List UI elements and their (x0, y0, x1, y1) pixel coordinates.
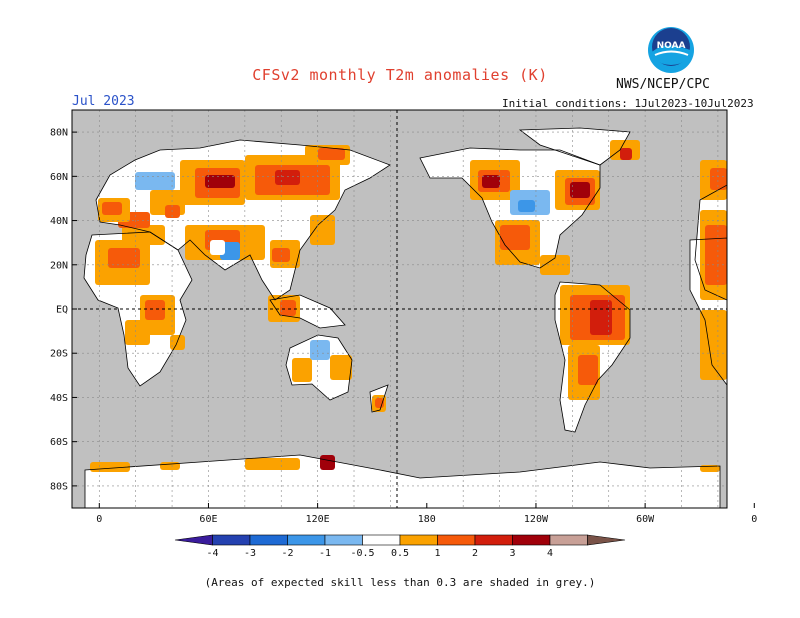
anomaly-patch (578, 355, 598, 385)
anomaly-layer (90, 140, 727, 472)
anomaly-patch (170, 335, 185, 350)
colorbar-swatch (249, 534, 288, 546)
coastline-greenland (518, 127, 631, 166)
colorbar-label: 2 (472, 548, 478, 559)
longitude-label: 120W (524, 514, 549, 525)
anomaly-patch (145, 300, 165, 320)
anomaly-patch (620, 148, 632, 160)
anomaly-patch (500, 225, 530, 250)
colorbar-swatch (549, 534, 588, 546)
initial-conditions-label: Initial conditions: 1Jul2023-10Jul2023 (502, 97, 754, 110)
colorbar-swatch (399, 534, 438, 546)
anomaly-patch (205, 175, 235, 188)
anomaly-patch (700, 310, 727, 380)
colorbar: -4 -3 -2 -1 -0.5 0.5 1 2 3 4 (174, 534, 626, 559)
anomaly-patch (150, 175, 170, 185)
longitude-label: 60E (199, 514, 217, 525)
longitude-label: 0 (751, 514, 757, 525)
anomaly-patch (102, 202, 122, 215)
colorbar-label: 4 (547, 548, 553, 559)
colorbar-label: -0.5 (350, 548, 374, 559)
colorbar-label: -1 (319, 548, 331, 559)
colorbar-label: 3 (509, 548, 515, 559)
anomaly-patch (122, 225, 165, 245)
colorbar-swatch (212, 534, 251, 546)
longitude-label: 120E (306, 514, 330, 525)
coastline-south-america (554, 281, 631, 433)
anomaly-patch (275, 170, 300, 185)
latitude-labels: 80N 60N 40N 20N EQ 20S 40S 60S 80S (50, 128, 77, 492)
longitude-label: 180 (418, 514, 436, 525)
latitude-label: 20N (50, 260, 68, 271)
latitude-label: 40S (50, 393, 68, 404)
anomaly-patch (570, 182, 590, 198)
latitude-label: EQ (56, 305, 68, 316)
colorbar-arrow-low (174, 534, 213, 546)
anomaly-patch (310, 215, 335, 245)
longitude-labels: 0 60E 120E 180 120W 60W 0 (96, 503, 757, 525)
anomaly-patch (318, 148, 345, 160)
anomaly-patch (710, 168, 727, 190)
colorbar-label: -4 (206, 548, 218, 559)
anomaly-patch (108, 248, 140, 268)
anomaly-patch (210, 240, 225, 255)
colorbar-arrow-high (587, 534, 626, 546)
anomaly-patch (245, 458, 300, 470)
anomaly-patch (705, 225, 727, 285)
landmass-australia (286, 335, 352, 400)
noaa-logo-text: NOAA (657, 41, 686, 51)
longitude-label: 60W (636, 514, 655, 525)
skill-note: (Areas of expected skill less than 0.3 a… (204, 576, 596, 589)
anomaly-patch (125, 320, 150, 345)
anomaly-patch (320, 455, 335, 470)
latitude-label: 80S (50, 481, 68, 492)
coastline-north-america (419, 147, 601, 269)
latitude-label: 20S (50, 349, 68, 360)
anomaly-patch (540, 255, 570, 275)
colorbar-label: 0.5 (391, 548, 409, 559)
organization-label: NWS/NCEP/CPC (616, 77, 710, 92)
coastline-europe-wrap (694, 184, 728, 301)
colorbar-swatch (437, 534, 476, 546)
coastline-layer (83, 127, 728, 509)
valid-month-label: Jul 2023 (72, 94, 135, 109)
anomaly-patch (292, 358, 312, 382)
colorbar-swatch (324, 534, 363, 546)
latitude-label: 60S (50, 437, 68, 448)
anomaly-patch (165, 205, 180, 218)
anomaly-patch (330, 355, 352, 380)
coastline-new-zealand (369, 384, 389, 413)
anomaly-patch (518, 200, 535, 212)
landmass-antarctica (85, 455, 720, 508)
coastline-africa (83, 231, 193, 387)
map-title: CFSv2 monthly T2m anomalies (K) (252, 66, 548, 84)
latitude-label: 80N (50, 128, 68, 139)
colorbar-swatch (474, 534, 513, 546)
coastline-europe-asia (95, 139, 391, 301)
anomaly-patch (280, 300, 296, 316)
colorbar-swatch (287, 534, 326, 546)
landmass-greenland (520, 128, 630, 165)
latitude-label: 40N (50, 216, 68, 227)
coastline-australia (285, 334, 353, 401)
coastline-southeast-asia (269, 294, 346, 329)
anomaly-patch (90, 462, 130, 472)
colorbar-label: -2 (281, 548, 293, 559)
longitude-label: 0 (96, 514, 102, 525)
colorbar-label: -3 (244, 548, 256, 559)
latitude-label: 60N (50, 172, 68, 183)
colorbar-swatch (362, 534, 401, 546)
anomaly-patch (310, 340, 330, 360)
noaa-logo-icon: NOAA (648, 27, 694, 73)
colorbar-swatch (512, 534, 551, 546)
grid-layer (72, 110, 727, 508)
colorbar-label: 1 (434, 548, 440, 559)
anomaly-patch (482, 175, 500, 188)
